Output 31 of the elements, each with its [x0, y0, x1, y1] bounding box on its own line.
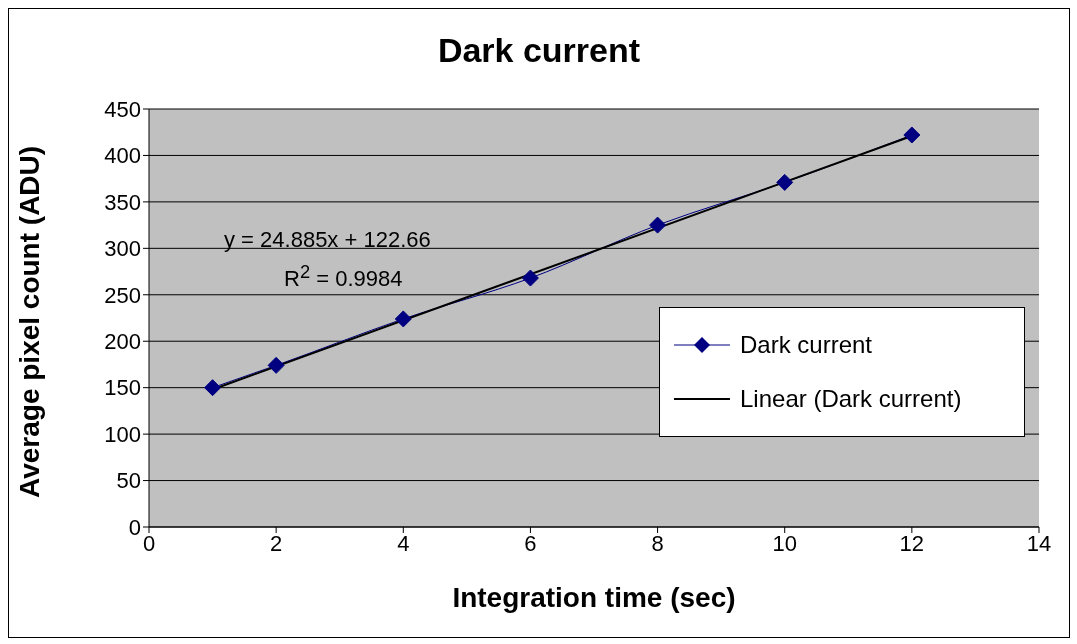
point	[776, 173, 794, 191]
y-tick-label: 450	[104, 96, 141, 122]
x-tick-label: 4	[397, 530, 410, 556]
chart-title: Dark current	[436, 31, 642, 70]
x-tick-label: 2	[270, 530, 283, 556]
x-tick-label: 8	[651, 530, 664, 556]
y-tick-label: 0	[128, 514, 141, 540]
point	[903, 126, 921, 144]
x-tick-label: 10	[772, 530, 797, 556]
x-tick-label: 12	[899, 530, 925, 556]
y-tick-label: 200	[104, 329, 141, 355]
y-tick-label: 100	[104, 421, 141, 447]
y-tick-label: 50	[116, 468, 141, 494]
point	[394, 310, 412, 328]
point	[267, 356, 285, 374]
point	[649, 216, 667, 234]
legend-label: Dark current	[740, 331, 873, 359]
y-tick-label: 300	[104, 236, 141, 262]
annotation: y = 24.885x + 122.66	[224, 227, 431, 253]
x-tick-label: 14	[1026, 530, 1052, 556]
y-tick-label: 250	[104, 282, 141, 308]
point	[204, 379, 222, 397]
y-tick-label: 400	[104, 143, 141, 169]
y-tick-label: 150	[104, 375, 141, 401]
annotation: R$^{2}$ = 0.9984	[284, 261, 403, 293]
x-tick-label: 6	[524, 530, 537, 556]
legend-label: Linear (Dark current)	[740, 385, 962, 413]
point	[521, 269, 539, 287]
y-tick-label: 350	[104, 189, 141, 215]
x-axis-title: Integration time (sec)	[452, 582, 736, 613]
y-axis-title: Average pixel count (ADU)	[13, 145, 45, 498]
